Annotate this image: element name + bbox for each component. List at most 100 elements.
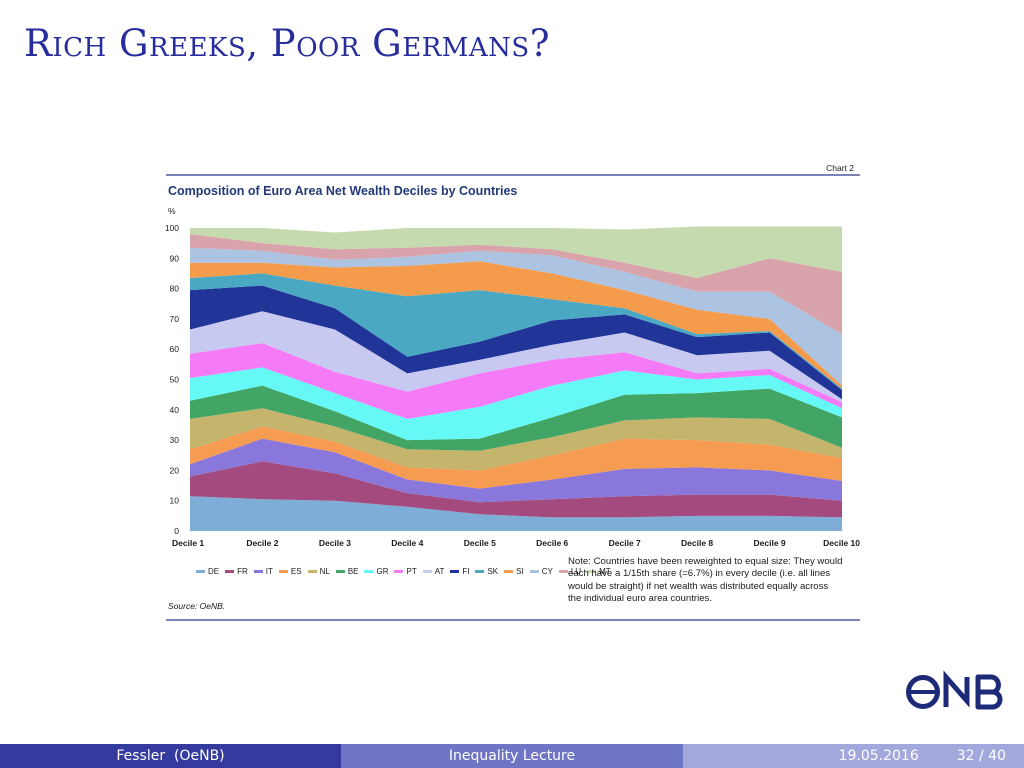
area-series-at: [190, 311, 842, 403]
chart-title: Composition of Euro Area Net Wealth Deci…: [168, 184, 517, 198]
legend-swatch: [587, 569, 597, 573]
legend-item-fi: FI: [450, 567, 469, 576]
legend-label: CY: [541, 566, 553, 576]
legend-item-pt: PT: [394, 566, 417, 576]
legend-label: LU: [570, 566, 582, 576]
footer-date: 19.05.2016: [838, 748, 919, 764]
x-tick-label: Decile 4: [391, 538, 423, 548]
area-series-it: [190, 438, 842, 503]
y-tick-label-90: 90: [170, 253, 180, 263]
x-tick-label: Decile 7: [609, 538, 641, 548]
legend-label: AT: [434, 566, 445, 576]
chart-figure: Chart 2 Composition of Euro Area Net Wea…: [160, 160, 864, 622]
x-tick-label: Decile 6: [536, 538, 568, 548]
footer-title-segment: Inequality Lecture: [341, 744, 683, 768]
y-tick-label-40: 40: [170, 405, 180, 415]
area-series-si: [190, 261, 842, 389]
area-series-de: [190, 496, 842, 531]
legend-item-mt: MT: [587, 567, 611, 576]
legend-label: NL: [319, 566, 330, 576]
legend-label: IT: [265, 566, 273, 576]
x-tick-label: Decile 10: [823, 538, 860, 548]
legend-item-nl: NL: [307, 566, 330, 576]
legend-item-sk: SK: [475, 567, 498, 576]
footer-author: Fessler (OeNB): [116, 748, 225, 764]
chart-label: Chart 2: [826, 163, 854, 173]
area-series-fi: [190, 285, 842, 400]
legend-label: ES: [290, 566, 302, 576]
y-tick-label-50: 50: [170, 375, 180, 385]
chart-note: Note: Countries have been reweighted to …: [568, 556, 843, 605]
legend-swatch: [529, 569, 539, 573]
legend-swatch: [504, 569, 514, 573]
chart-svg: Chart 2 Composition of Euro Area Net Wea…: [165, 163, 860, 621]
legend-item-cy: CY: [529, 566, 553, 576]
footer-bar: Fessler (OeNB) Inequality Lecture 19.05.…: [0, 744, 1024, 768]
x-tick-label: Decile 2: [246, 538, 278, 548]
y-tick-label-20: 20: [170, 465, 180, 475]
y-tick-label-30: 30: [170, 435, 180, 445]
legend-label: FR: [237, 566, 248, 576]
area-series-cy: [190, 247, 842, 386]
footer-info-segment: 19.05.2016 32 / 40: [683, 744, 1024, 768]
legend-swatch: [225, 569, 235, 573]
legend-label: MT: [599, 566, 611, 576]
legend-swatch: [307, 569, 317, 573]
legend-label: FI: [462, 566, 470, 576]
y-tick-label-80: 80: [170, 284, 180, 294]
legend-swatch: [196, 569, 205, 573]
legend-swatch: [253, 569, 263, 573]
y-tick-label-10: 10: [170, 496, 180, 506]
area-series-sk: [190, 273, 842, 391]
x-tick-label: Decile 5: [464, 538, 496, 548]
onb-logo-b: [975, 674, 1003, 710]
y-tick-label-60: 60: [170, 344, 180, 354]
legend-label: DE: [208, 566, 220, 576]
y-tick-label-0: 0: [174, 526, 179, 536]
legend-swatch: [278, 569, 288, 573]
legend-label: SK: [487, 566, 499, 576]
area-series-gr: [190, 367, 842, 441]
legend-swatch: [364, 569, 374, 573]
legend-item-es: ES: [278, 566, 302, 576]
legend-item-fr: FR: [225, 567, 248, 576]
legend-swatch: [558, 569, 568, 573]
chart-legend: DE FR IT ES NL BE GR PT AT FI SK SI CY LU MT: [196, 564, 611, 578]
stacked-area-group: [190, 226, 842, 531]
legend-swatch: [335, 569, 345, 573]
legend-item-at: AT: [422, 566, 445, 576]
x-tick-label: Decile 8: [681, 538, 713, 548]
area-series-be: [190, 385, 842, 451]
chart-source: Source: OeNB.: [168, 601, 226, 611]
footer-lecture: Inequality Lecture: [448, 748, 576, 764]
area-series-es: [190, 426, 842, 489]
legend-item-de: DE: [196, 567, 219, 576]
area-series-pt: [190, 343, 842, 419]
y-axis-unit: %: [168, 206, 176, 216]
area-series-fr: [190, 461, 842, 518]
legend-swatch: [450, 569, 460, 573]
legend-swatch: [394, 569, 404, 573]
area-series-mt: [190, 226, 842, 278]
y-tick-label-70: 70: [170, 314, 180, 324]
legend-label: GR: [376, 566, 389, 576]
onb-logo: [906, 670, 1003, 710]
legend-swatch: [475, 569, 485, 573]
x-tick-labels: Decile 1 Decile 2 Decile 3 Decile 4 Decile 5…: [172, 538, 860, 548]
area-series-lu: [190, 234, 842, 335]
legend-item-gr: GR: [364, 567, 388, 576]
footer-page-number: 32 / 40: [956, 748, 1006, 764]
y-tick-label-100: 100: [165, 223, 179, 233]
x-tick-label: Decile 1: [172, 538, 204, 548]
slide-title: Rich Greeks, Poor Germans?: [24, 22, 551, 65]
y-tick-labels: 0 10 20 30 40 50 60 70 80 90 100: [165, 223, 179, 536]
area-series-nl: [190, 408, 842, 471]
onb-logo-n: [943, 670, 970, 708]
footer-author-segment: Fessler (OeNB): [0, 744, 341, 768]
legend-label: SI: [516, 566, 524, 576]
legend-label: PT: [406, 566, 417, 576]
legend-item-lu: LU: [558, 566, 582, 576]
legend-item-be: BE: [335, 567, 358, 576]
legend-item-it: IT: [253, 566, 273, 576]
legend-swatch: [422, 569, 432, 573]
